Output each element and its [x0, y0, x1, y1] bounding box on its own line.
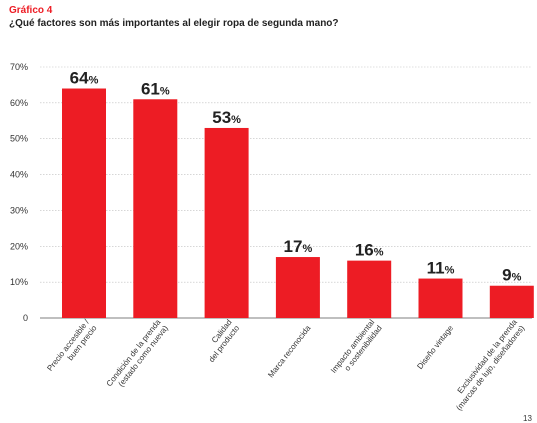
data-label: 11% [427, 259, 455, 278]
data-label: 17% [284, 237, 313, 256]
data-label: 64% [70, 69, 99, 88]
bar [418, 278, 463, 318]
y-tick-label: 0 [23, 313, 28, 323]
y-tick-label: 70% [10, 62, 28, 72]
data-label: 53% [212, 108, 241, 127]
y-tick-label: 40% [10, 170, 28, 180]
y-tick-label: 10% [10, 277, 28, 287]
x-tick-label: Calidaddel producto [199, 317, 241, 364]
bar [347, 260, 392, 318]
bar [62, 88, 106, 318]
bar [275, 257, 320, 318]
x-tick-label: Marca reconocida [266, 323, 313, 379]
page-number: 13 [523, 414, 532, 423]
data-label: 16% [355, 241, 384, 260]
bar [133, 99, 178, 319]
x-tick-label: Diseño vintage [415, 323, 455, 371]
bar [489, 285, 534, 318]
data-label: 61% [141, 79, 170, 98]
figure-label: Gráfico 4 [9, 5, 53, 16]
x-tick-label: Exclusividad de la prenda(marcas de lujo… [447, 317, 527, 412]
x-tick-label: Precio accesible /buen precio [45, 317, 99, 378]
chart-title: ¿Qué factores son más importantes al ele… [9, 18, 339, 29]
bar [204, 127, 249, 318]
data-label: 9% [502, 266, 521, 285]
x-tick-label: Condición de la prenda(estado como nueva… [105, 317, 171, 394]
y-tick-label: 30% [10, 205, 28, 215]
y-tick-label: 50% [10, 134, 28, 144]
y-tick-label: 60% [10, 98, 28, 108]
x-tick-label: Impacto ambientalo sostenibilidad [329, 318, 384, 381]
y-tick-label: 20% [10, 241, 28, 251]
